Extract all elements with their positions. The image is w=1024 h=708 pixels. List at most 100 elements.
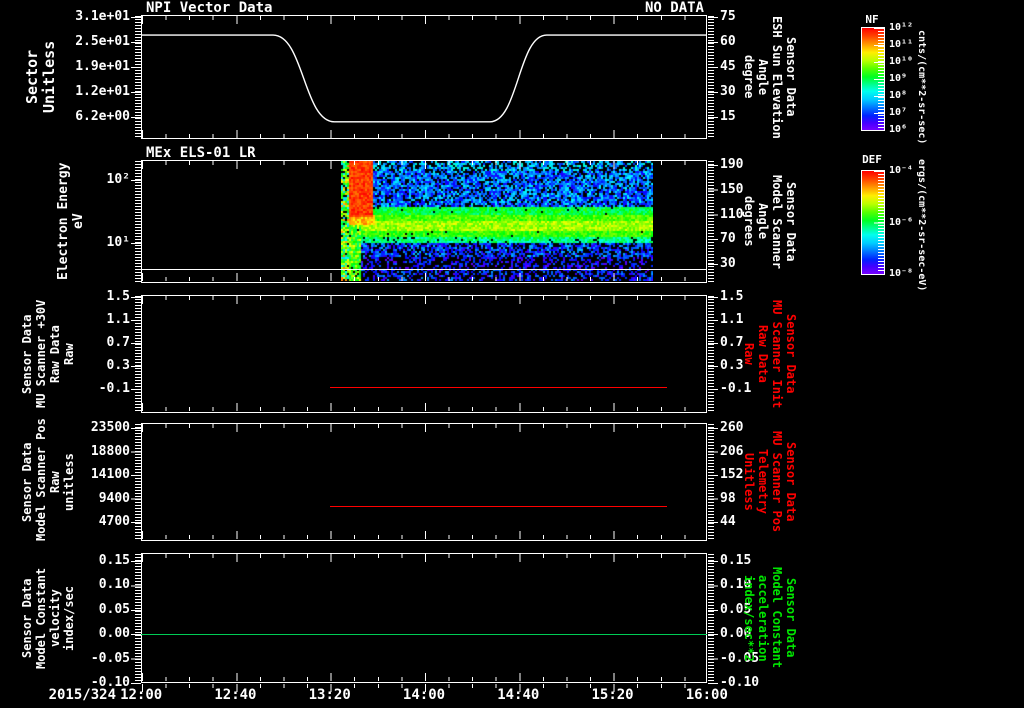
tick-label: 1.1 bbox=[106, 312, 130, 327]
colorbar-tick-label: 10⁻⁴ bbox=[889, 165, 914, 176]
panel4-right-label: Sensor Data MU Scanner Pos Telemetry Unitle… bbox=[742, 423, 798, 541]
colorbar-nf-unit: cnts/(cm**2-sr-sec) bbox=[916, 29, 927, 145]
tick-label: 152 bbox=[720, 467, 744, 482]
tick-label: 70 bbox=[720, 231, 736, 247]
panel5-left-tick-labels: 0.15 0.10 0.05 0.00 -0.05 -0.10 bbox=[50, 554, 130, 690]
right-label-line: Unitless bbox=[742, 453, 756, 511]
tick-label: 0.00 bbox=[720, 626, 752, 642]
right-label-line: degree bbox=[742, 55, 756, 99]
ylabel-line: Model Scanner Pos bbox=[34, 418, 48, 541]
tick-label: 3.1e+01 bbox=[75, 9, 130, 24]
panel3-right-major-ticks bbox=[708, 297, 718, 390]
mu-scanner-pos-trace bbox=[329, 506, 667, 507]
panel1-status-no-data: NO DATA bbox=[644, 0, 704, 16]
tick-label: 14100 bbox=[90, 467, 130, 482]
tick-label: 1.9e+01 bbox=[75, 59, 130, 74]
colorbar-nf-tick-labels: 10¹² 10¹¹ 10¹⁰ 10⁹ 10⁸ 10⁷ 10⁶ bbox=[889, 22, 933, 136]
ylabel-line: velocity bbox=[48, 589, 62, 647]
tick-label: 75 bbox=[720, 9, 736, 24]
right-label-line: Sensor Data bbox=[784, 37, 798, 117]
tick-label: 150 bbox=[720, 181, 744, 197]
ylabel-line: Raw Data bbox=[48, 325, 62, 383]
panel5-right-major-ticks bbox=[708, 561, 718, 684]
tick-label: 0.05 bbox=[98, 601, 130, 617]
panel2-left-major-ticks bbox=[131, 180, 141, 244]
colorbar-def-title: DEF bbox=[862, 153, 882, 166]
date-label: 2015/324 bbox=[48, 687, 116, 703]
right-label-line: Telemetry bbox=[756, 449, 770, 515]
ylabel-line: Sensor Data bbox=[20, 578, 34, 658]
panel4-ylabel: Sensor Data Model Scanner Pos Raw unitless bbox=[20, 418, 76, 541]
tick-label: -0.1 bbox=[98, 381, 130, 396]
colorbar-tick-label: 10⁸ bbox=[889, 90, 908, 101]
colorbar-tick-label: 10⁶ bbox=[889, 124, 908, 135]
tick-label: 44 bbox=[720, 514, 736, 529]
panel2-left-tick-labels: 10² 10¹ bbox=[50, 173, 130, 250]
tick-label: 98 bbox=[720, 490, 736, 506]
panel1-ylabel: Sector Unitless bbox=[23, 15, 58, 139]
colorbar-tick-label: 10⁹ bbox=[889, 73, 908, 84]
tick-label: 0.15 bbox=[720, 553, 752, 568]
tick-label: 9400 bbox=[98, 490, 130, 506]
tick-label: 0.3 bbox=[106, 358, 130, 373]
panel5-xticks-major bbox=[142, 673, 706, 681]
ylabel-line: index/sec bbox=[62, 585, 76, 651]
tick-label: 0.3 bbox=[720, 358, 744, 373]
panel2-right-major-ticks bbox=[708, 165, 718, 265]
tick-label: 15 bbox=[720, 109, 736, 124]
panel5-right-tick-labels: 0.15 0.10 0.05 0.00 -0.05 -0.10 bbox=[720, 554, 790, 690]
ylabel-line: unitless bbox=[62, 453, 76, 511]
tick-label: 1.1 bbox=[720, 312, 744, 327]
colorbar-tick-label: 10¹¹ bbox=[889, 39, 914, 50]
bottom-axis-major-ticks bbox=[142, 684, 706, 692]
right-label-line: Sensor Data bbox=[784, 578, 798, 658]
els-spectrogram-heatmap bbox=[341, 161, 653, 281]
tick-label: 260 bbox=[720, 420, 744, 435]
tick-label: -0.05 bbox=[90, 650, 130, 666]
right-label-line: acceleration bbox=[756, 574, 770, 662]
panel1-right-major-ticks bbox=[708, 17, 718, 118]
tick-label: 110 bbox=[720, 206, 744, 222]
right-label-line: Sensor Data bbox=[784, 314, 798, 394]
tick-label: -0.10 bbox=[720, 674, 760, 690]
tick-label: 190 bbox=[720, 157, 744, 172]
panel1-xticks-major bbox=[142, 130, 706, 138]
colorbar-tick-label: 10⁷ bbox=[889, 107, 908, 118]
ylabel-line: eV bbox=[71, 213, 86, 230]
tick-label: 0.15 bbox=[98, 553, 130, 568]
panel2-right-tick-labels: 190 150 110 70 30 bbox=[720, 158, 790, 271]
panel4-right-major-ticks bbox=[708, 428, 718, 523]
tick-label: 30 bbox=[720, 84, 736, 99]
right-label-line: Model Scanner bbox=[770, 174, 784, 269]
tick-label: 1.5 bbox=[106, 289, 130, 304]
model-constant-velocity-trace bbox=[141, 634, 707, 635]
panel1-left-tick-labels: 3.1e+01 2.5e+01 1.9e+01 1.2e+01 6.2e+00 bbox=[50, 10, 130, 124]
tick-label: 0.7 bbox=[106, 335, 130, 350]
tick-label: 0.05 bbox=[720, 601, 752, 617]
panel5-plot-box bbox=[141, 553, 707, 683]
tick-label: 60 bbox=[720, 34, 736, 49]
ylabel-line: Sensor Data bbox=[20, 314, 34, 394]
tick-label: 10¹ bbox=[106, 235, 130, 250]
tick-label: 23500 bbox=[90, 420, 130, 435]
right-label-line: Raw bbox=[742, 343, 756, 365]
tick-label: 10² bbox=[106, 172, 130, 187]
right-label-line: Raw Data bbox=[756, 325, 770, 383]
panel2-xticks-major bbox=[142, 273, 706, 281]
panel5-ylabel: Sensor Data Model Constant velocity index/s… bbox=[20, 553, 76, 683]
panel2-xticks-major bbox=[142, 161, 706, 169]
panel3-xticks-major bbox=[142, 296, 706, 304]
ylabel-line: Raw bbox=[48, 471, 62, 493]
panel3-ylabel: Sensor Data MU Scanner +30V Raw Data Raw bbox=[20, 295, 76, 413]
right-label-line: MU Scanner Init bbox=[770, 299, 784, 409]
panel1-xticks-major bbox=[142, 16, 706, 24]
panel4-right-tick-labels: 260 206 152 98 44 bbox=[720, 421, 790, 529]
colorbar-tick-label: 10¹² bbox=[889, 22, 914, 33]
panel1-left-major-ticks bbox=[131, 17, 141, 118]
panel3-plot-box bbox=[141, 295, 707, 413]
right-label-line: Sensor Data bbox=[784, 442, 798, 522]
panel1-right-label: Sensor Data ESH Sun Elevation Angle degree bbox=[742, 15, 798, 139]
ylabel-line: MU Scanner +30V bbox=[34, 299, 48, 409]
tick-label: 1.2e+01 bbox=[75, 84, 130, 99]
